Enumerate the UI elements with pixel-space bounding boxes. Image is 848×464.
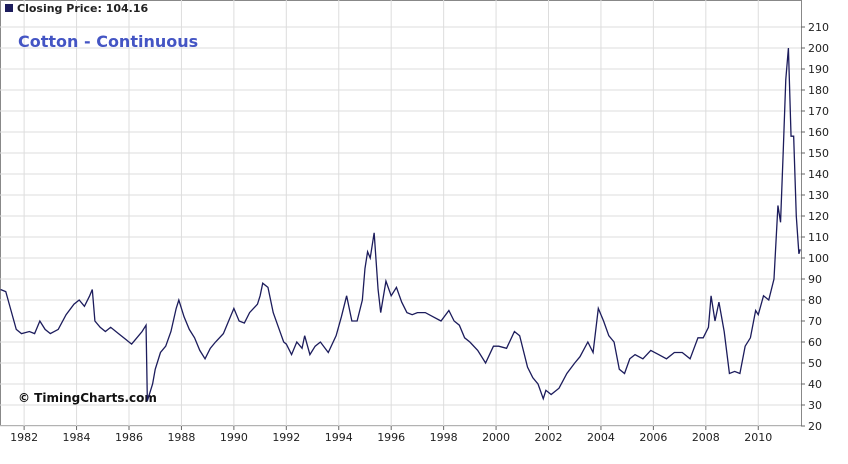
y-tick-label: 90 <box>808 273 822 286</box>
y-tick-label: 160 <box>808 126 829 139</box>
x-tick-label: 2000 <box>482 431 510 444</box>
y-tick-label: 110 <box>808 231 829 244</box>
y-tick-label: 170 <box>808 105 829 118</box>
y-tick-label: 210 <box>808 21 829 34</box>
chart-title: Cotton - Continuous <box>18 32 198 51</box>
y-tick-label: 40 <box>808 378 822 391</box>
y-tick-label: 50 <box>808 357 822 370</box>
x-tick-label: 2002 <box>535 431 563 444</box>
price-line <box>0 47 801 401</box>
plot-frame <box>0 0 802 426</box>
y-tick-label: 100 <box>808 252 829 265</box>
x-tick-label: 1986 <box>115 431 143 444</box>
x-tick-label: 1988 <box>167 431 195 444</box>
y-tick-label: 140 <box>808 168 829 181</box>
y-tick-label: 150 <box>808 147 829 160</box>
x-tick-label: 1984 <box>63 431 91 444</box>
x-tick-label: 1996 <box>377 431 405 444</box>
x-tick-label: 2004 <box>587 431 615 444</box>
x-tick-label: 2010 <box>744 431 772 444</box>
y-tick-label: 130 <box>808 189 829 202</box>
watermark: © TimingCharts.com <box>18 391 157 405</box>
x-tick-label: 2008 <box>692 431 720 444</box>
x-tick-label: 1994 <box>325 431 353 444</box>
y-tick-label: 120 <box>808 210 829 223</box>
grid <box>0 0 801 427</box>
x-tick-label: 1998 <box>430 431 458 444</box>
x-tick-label: 2006 <box>639 431 667 444</box>
y-tick-label: 190 <box>808 63 829 76</box>
x-tick-label: 1982 <box>10 431 38 444</box>
y-tick-label: 20 <box>808 420 822 433</box>
x-tick-label: 1990 <box>220 431 248 444</box>
y-tick-label: 70 <box>808 315 822 328</box>
y-tick-label: 80 <box>808 294 822 307</box>
y-tick-label: 60 <box>808 336 822 349</box>
y-tick-label: 200 <box>808 42 829 55</box>
y-tick-label: 30 <box>808 399 822 412</box>
y-tick-label: 180 <box>808 84 829 97</box>
legend-swatch <box>5 4 13 12</box>
price-label: Closing Price: 104.16 <box>17 2 149 15</box>
x-tick-label: 1992 <box>272 431 300 444</box>
